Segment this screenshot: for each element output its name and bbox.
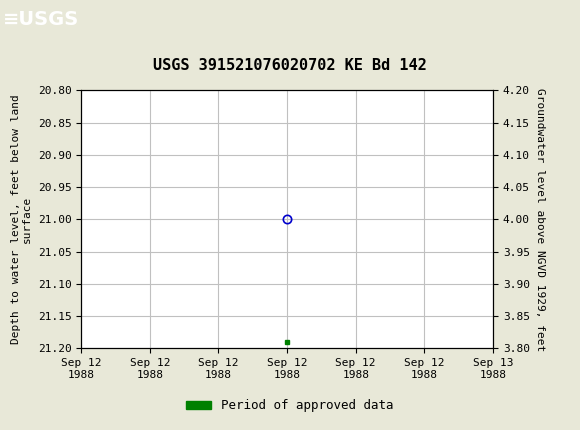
Y-axis label: Depth to water level, feet below land
surface: Depth to water level, feet below land su… — [10, 95, 32, 344]
Y-axis label: Groundwater level above NGVD 1929, feet: Groundwater level above NGVD 1929, feet — [535, 88, 545, 351]
Legend: Period of approved data: Period of approved data — [181, 394, 399, 417]
Text: USGS 391521076020702 KE Bd 142: USGS 391521076020702 KE Bd 142 — [153, 58, 427, 73]
Text: ≡USGS: ≡USGS — [3, 10, 79, 29]
